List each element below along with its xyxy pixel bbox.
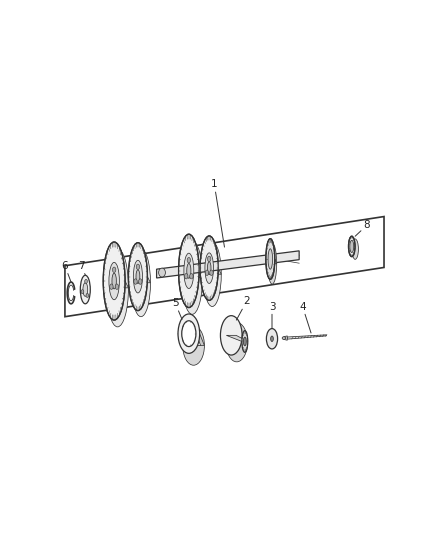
Ellipse shape [349,236,355,256]
Ellipse shape [138,279,142,284]
Ellipse shape [85,279,88,284]
Polygon shape [156,251,299,278]
Text: 7: 7 [78,261,85,275]
Ellipse shape [80,275,90,304]
Polygon shape [266,259,277,264]
Ellipse shape [271,336,273,342]
Text: 2: 2 [237,296,250,320]
Ellipse shape [282,337,286,340]
Ellipse shape [210,270,213,276]
Ellipse shape [133,260,142,293]
Ellipse shape [83,282,88,296]
Polygon shape [200,268,221,274]
Ellipse shape [244,337,246,346]
Ellipse shape [113,267,116,272]
Ellipse shape [205,270,208,276]
Ellipse shape [86,294,89,297]
Ellipse shape [136,270,140,284]
Text: 5: 5 [172,298,182,319]
Ellipse shape [268,244,277,284]
Ellipse shape [184,253,194,288]
Ellipse shape [190,273,193,279]
Polygon shape [65,216,384,317]
Ellipse shape [110,284,113,289]
Ellipse shape [81,289,84,294]
Ellipse shape [203,242,221,306]
Ellipse shape [266,239,275,279]
Ellipse shape [115,284,119,289]
Ellipse shape [182,321,196,346]
Polygon shape [179,271,202,278]
Ellipse shape [200,236,218,301]
Ellipse shape [183,326,205,365]
Ellipse shape [352,239,358,260]
Ellipse shape [184,273,188,279]
Polygon shape [226,335,248,342]
Ellipse shape [268,249,272,269]
Ellipse shape [220,316,242,355]
Ellipse shape [242,330,248,352]
Ellipse shape [266,328,278,349]
Ellipse shape [350,240,354,253]
Ellipse shape [187,263,191,278]
Polygon shape [182,334,201,345]
Ellipse shape [136,264,140,270]
Ellipse shape [103,242,125,320]
Polygon shape [128,277,151,282]
Polygon shape [284,336,287,340]
Ellipse shape [187,257,191,263]
Ellipse shape [178,314,200,353]
Text: 4: 4 [299,302,311,333]
Polygon shape [287,335,326,339]
Ellipse shape [134,279,137,284]
Ellipse shape [205,253,213,284]
Ellipse shape [159,268,166,277]
Polygon shape [220,335,247,342]
Ellipse shape [106,249,128,327]
Text: 3: 3 [268,302,276,328]
Ellipse shape [128,243,148,311]
Ellipse shape [182,241,202,314]
Polygon shape [178,334,205,345]
Ellipse shape [208,262,211,274]
Ellipse shape [109,262,120,300]
Ellipse shape [112,273,117,289]
Ellipse shape [226,322,247,362]
Text: 6: 6 [62,261,71,282]
Polygon shape [103,281,128,288]
Text: 1: 1 [211,179,224,247]
Ellipse shape [179,234,199,308]
Text: 8: 8 [355,220,371,236]
Ellipse shape [131,249,151,317]
Ellipse shape [208,256,211,262]
